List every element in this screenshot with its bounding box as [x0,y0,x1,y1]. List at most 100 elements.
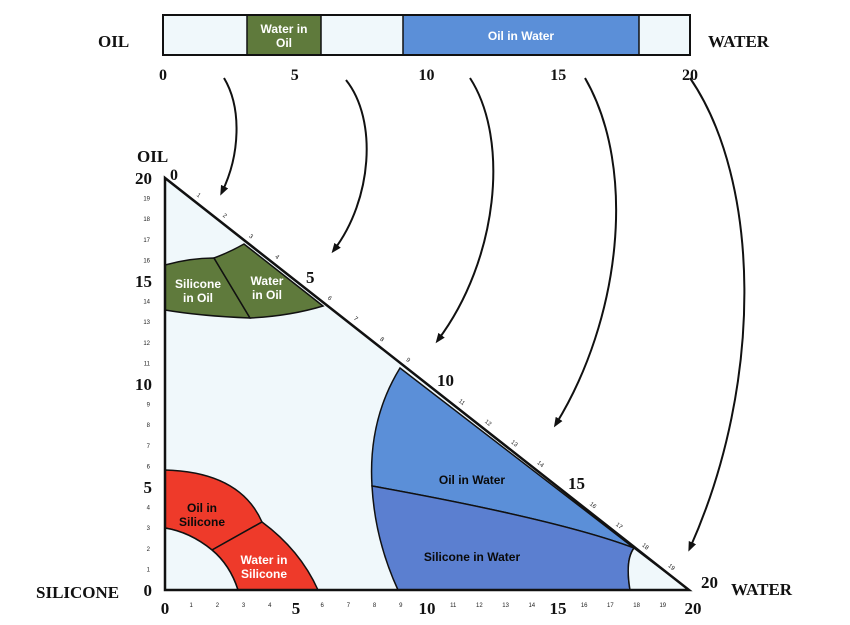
bottom-axis-minor-label: 11 [450,603,457,609]
bottom-axis-minor-label: 8 [373,603,377,609]
bottom-axis-major-label: 15 [550,599,567,618]
apex-label-water: WATER [731,580,793,599]
bottom-axis-minor-label: 2 [216,603,220,609]
left-axis-minor-label: 19 [143,197,150,203]
top-bar-tick-label: 0 [159,67,167,84]
bottom-axis-major-label: 5 [292,599,301,618]
top-bar-left-label: OIL [98,32,129,51]
left-axis-minor-label: 18 [143,217,150,223]
bottom-axis-minor-label: 17 [607,603,614,609]
top-composition-bar: Water in Oil Oil in Water OIL WATER 0 5 10… [98,14,770,84]
hypotenuse-minor-label: 12 [483,419,492,428]
arrow-5 [331,79,368,254]
hypotenuse-minor-label: 2 [221,213,228,220]
bottom-axis-minor-label: 13 [502,603,509,609]
label-silicone-in-oil-line1: Silicone [175,277,221,291]
left-axis-major-label: 5 [144,478,153,497]
bottom-axis-major-label: 10 [419,599,436,618]
hypotenuse-major-label: 20 [701,573,718,592]
bottom-axis-minor-label: 4 [268,603,272,609]
hypotenuse-zero-label: 0 [170,167,178,184]
hypotenuse-minor-label: 11 [457,398,466,407]
top-bar-region-oil-in-water [403,16,639,54]
hypotenuse-minor-label: 18 [640,543,649,552]
arrow-10 [435,77,495,344]
hypotenuse-minor-label: 1 [195,192,202,199]
left-axis-minor-label: 9 [147,403,151,409]
label-silicone-in-water: Silicone in Water [424,550,521,564]
top-bar-right-label: WATER [708,32,770,51]
top-bar-tick-label: 15 [550,67,566,84]
mapping-arrows [220,77,746,552]
hypotenuse-minor-label: 14 [536,460,545,469]
left-axis-minor-label: 12 [143,341,150,347]
left-axis-major-label: 10 [135,375,152,394]
label-oil-in-silicone-line2: Silicone [179,515,225,529]
arrow-20 [688,77,746,552]
left-axis-minor-label: 2 [147,547,151,553]
label-oil-in-water: Oil in Water [439,473,506,487]
left-axis-minor-label: 8 [147,423,151,429]
label-water-in-oil-line2: in Oil [252,288,282,302]
top-bar-region-label-oil-in-water: Oil in Water [488,29,555,43]
top-bar-region-label-water-in-oil-line1: Water in [261,22,308,36]
hypotenuse-minor-label: 16 [588,501,597,510]
top-bar-region-water-in-oil [247,16,321,54]
left-axis-minor-label: 13 [143,320,150,326]
top-bar-tick-label: 10 [419,67,435,84]
bottom-axis-minor-label: 16 [581,603,588,609]
hypotenuse-minor-label: 13 [509,440,518,449]
left-axis-minor-label: 16 [143,258,150,264]
bottom-axis-minor-label: 19 [659,603,666,609]
label-oil-in-silicone-line1: Oil in [187,501,217,515]
left-axis-minor-label: 11 [144,361,151,367]
left-axis-major-label: 0 [144,581,153,600]
hypotenuse-minor-label: 19 [667,563,676,572]
left-axis-minor-label: 3 [147,526,151,532]
hypotenuse-minor-label: 7 [352,316,359,323]
top-bar-region-label-water-in-oil-line2: Oil [276,36,292,50]
hypotenuse-minor-label: 17 [614,522,623,531]
ternary-triangle: Silicone in Oil Water in Oil Oil in Wate… [36,147,793,618]
label-silicone-in-oil-line2: in Oil [183,291,213,305]
bottom-axis-minor-label: 9 [399,603,403,609]
label-water-in-silicone-line1: Water in [241,553,288,567]
left-axis-major-label: 15 [135,272,152,291]
left-axis-minor-label: 4 [147,506,151,512]
top-bar-tick-label: 5 [291,67,299,84]
apex-label-silicone: SILICONE [36,583,119,602]
bottom-axis-minor-label: 14 [528,603,535,609]
bottom-axis-minor-label: 18 [633,603,640,609]
bottom-axis-minor-label: 1 [190,603,194,609]
arrow-0 [220,77,238,196]
left-axis-minor-label: 14 [143,300,150,306]
bottom-axis-major-label: 0 [161,599,170,618]
left-axis-minor-label: 1 [147,567,151,573]
hypotenuse-minor-label: 4 [274,254,281,261]
top-bar-tick-label: 20 [682,67,698,84]
region-water-in-oil [212,243,325,319]
bottom-axis-major-label: 20 [685,599,702,618]
triangle-outline [163,175,693,592]
bottom-axis-minor-label: 3 [242,603,246,609]
hypotenuse-minor-label: 3 [247,234,254,241]
left-axis-minor-label: 7 [147,444,151,450]
region-silicone-corner [164,527,240,591]
apex-label-oil: OIL [137,147,168,166]
label-water-in-oil-line1: Water [251,274,284,288]
bottom-axis-minor-label: 12 [476,603,483,609]
hypotenuse-major-label: 15 [568,474,585,493]
top-bar-tick-labels: 0 5 10 15 20 [159,67,698,84]
hypotenuse-minor-label: 8 [378,337,385,344]
hypotenuse-major-label: 10 [437,371,454,390]
hypotenuse-minor-label: 9 [405,357,412,364]
hypotenuse-major-label: 5 [306,268,315,287]
label-water-in-silicone-line2: Silicone [241,567,287,581]
left-axis-minor-label: 6 [147,464,151,470]
bottom-axis-minor-label: 7 [347,603,351,609]
hypotenuse-minor-label: 6 [326,295,333,302]
bottom-axis-minor-label: 6 [321,603,325,609]
arrow-15 [553,77,618,428]
